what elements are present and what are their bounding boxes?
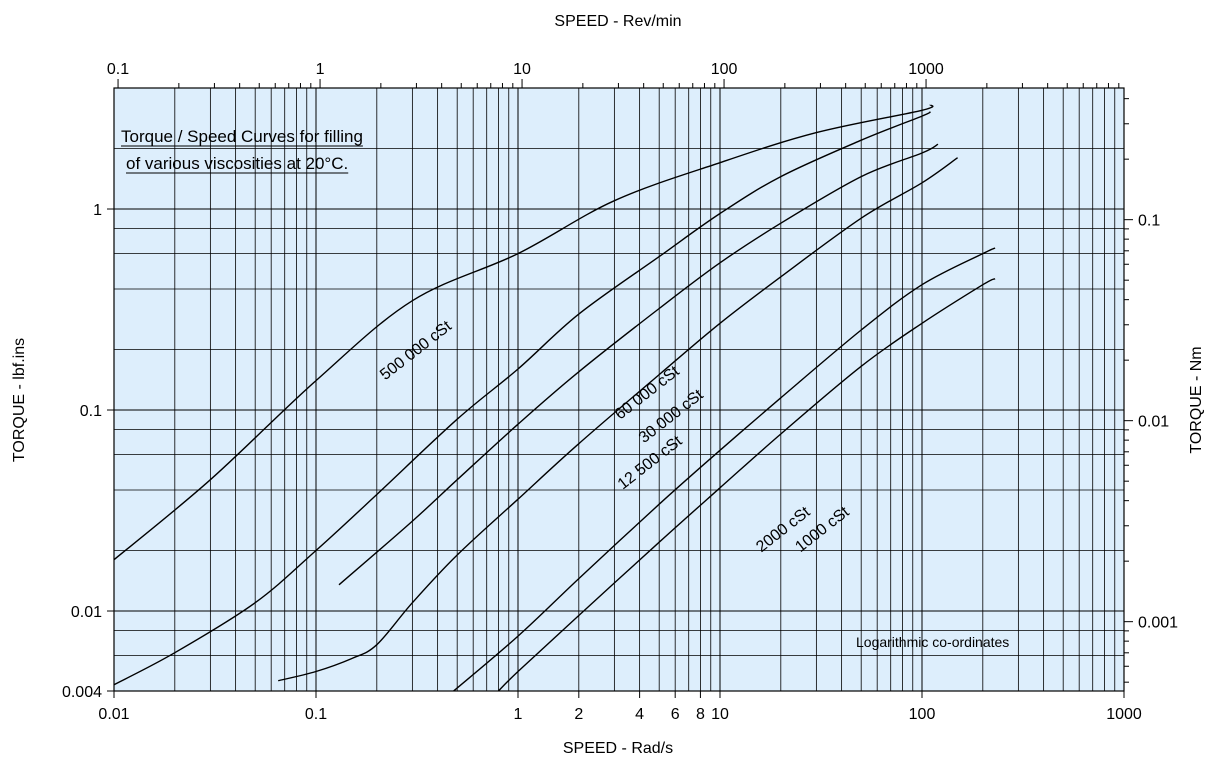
y2-tick-label: 0.001 [1138, 615, 1178, 632]
y2-tick-label: 0.1 [1138, 213, 1160, 230]
curve-2000cst [453, 247, 996, 692]
y-tick-label: 0.01 [71, 604, 102, 621]
x2-tick-label: 1 [316, 61, 325, 78]
x2-tick-label: 10 [513, 61, 531, 78]
x-tick-label: 6 [671, 706, 680, 723]
grid-lines [113, 87, 1124, 692]
annotation-line-1: Torque / Speed Curves for filling [121, 127, 363, 146]
annotation-line-2: of various viscosities at 20°C. [126, 154, 348, 173]
y-tick-label: 0.004 [62, 684, 102, 701]
x2-tick-label: 100 [711, 61, 738, 78]
x-tick-label: 0.01 [98, 706, 129, 723]
curve-30000cst [338, 143, 939, 586]
y-tick-label: 1 [93, 202, 102, 219]
x-tick-label: 8 [696, 706, 705, 723]
y2-axis-label: TORQUE - Nm [1188, 346, 1205, 453]
x-tick-label: 1000 [1106, 706, 1142, 723]
curve-12500cst [278, 157, 959, 682]
y-axis-label: TORQUE - lbf.ins [11, 338, 28, 462]
curve-500000cst [113, 104, 934, 561]
plot-area [114, 88, 1124, 691]
x-tick-label: 2 [574, 706, 583, 723]
x-tick-label: 0.1 [305, 706, 327, 723]
x-tick-label: 10 [711, 706, 729, 723]
x2-tick-label: 0.1 [107, 61, 129, 78]
x-tick-label: 1 [514, 706, 523, 723]
logarithmic-note: Logarithmic co-ordinates [856, 634, 1009, 650]
x2-tick-label: 1000 [908, 61, 944, 78]
curve-1000cst [497, 278, 996, 692]
plot-frame [113, 87, 1125, 692]
curves [113, 104, 996, 692]
y-tick-label: 0.1 [80, 403, 102, 420]
axis-ticks: 0.01 0.1 1 2 4 6 8 10 100 1000 0.004 0.01 0.1 1 0.1 1 10… [62, 61, 1178, 723]
y2-tick-label: 0.01 [1138, 414, 1169, 431]
x2-axis-label: SPEED - Rev/min [554, 13, 681, 30]
x-axis-label: SPEED - Rad/s [563, 740, 673, 757]
curve-60000cst [113, 111, 931, 686]
x-tick-label: 4 [635, 706, 644, 723]
x-tick-label: 100 [909, 706, 936, 723]
